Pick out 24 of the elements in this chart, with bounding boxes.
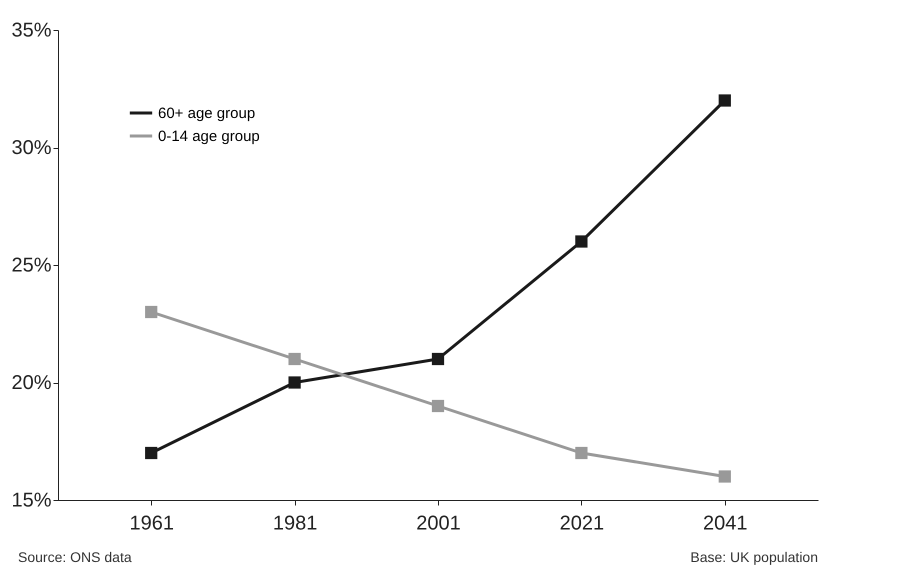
point: [145, 446, 158, 460]
point: [288, 376, 301, 389]
x-tick-label: 1961: [129, 512, 174, 534]
y-tick-label: 15%: [11, 490, 52, 512]
legend-label: 60+ age group: [158, 105, 256, 122]
point: [575, 235, 588, 248]
text: Base: UK population: [690, 549, 818, 565]
y-tick-label: 20%: [11, 372, 52, 394]
point: [145, 306, 158, 318]
x-tick-label: 2021: [560, 512, 604, 534]
point: [432, 352, 444, 366]
x-tick-label: 2001: [416, 512, 461, 534]
y-tick-label: 30%: [11, 137, 52, 159]
point: [432, 400, 444, 412]
x-tick-label: 2041: [703, 512, 748, 534]
point: [718, 470, 731, 483]
x-tick-label: 1981: [272, 512, 318, 534]
source-note: Source: ONS data: [18, 549, 132, 565]
point: [718, 94, 731, 107]
y-tick-label: 25%: [11, 254, 52, 276]
point: [288, 352, 301, 366]
legend-label: 0-14 age group: [158, 128, 260, 145]
y-tick-label: 35%: [11, 20, 52, 42]
point: [575, 446, 588, 460]
